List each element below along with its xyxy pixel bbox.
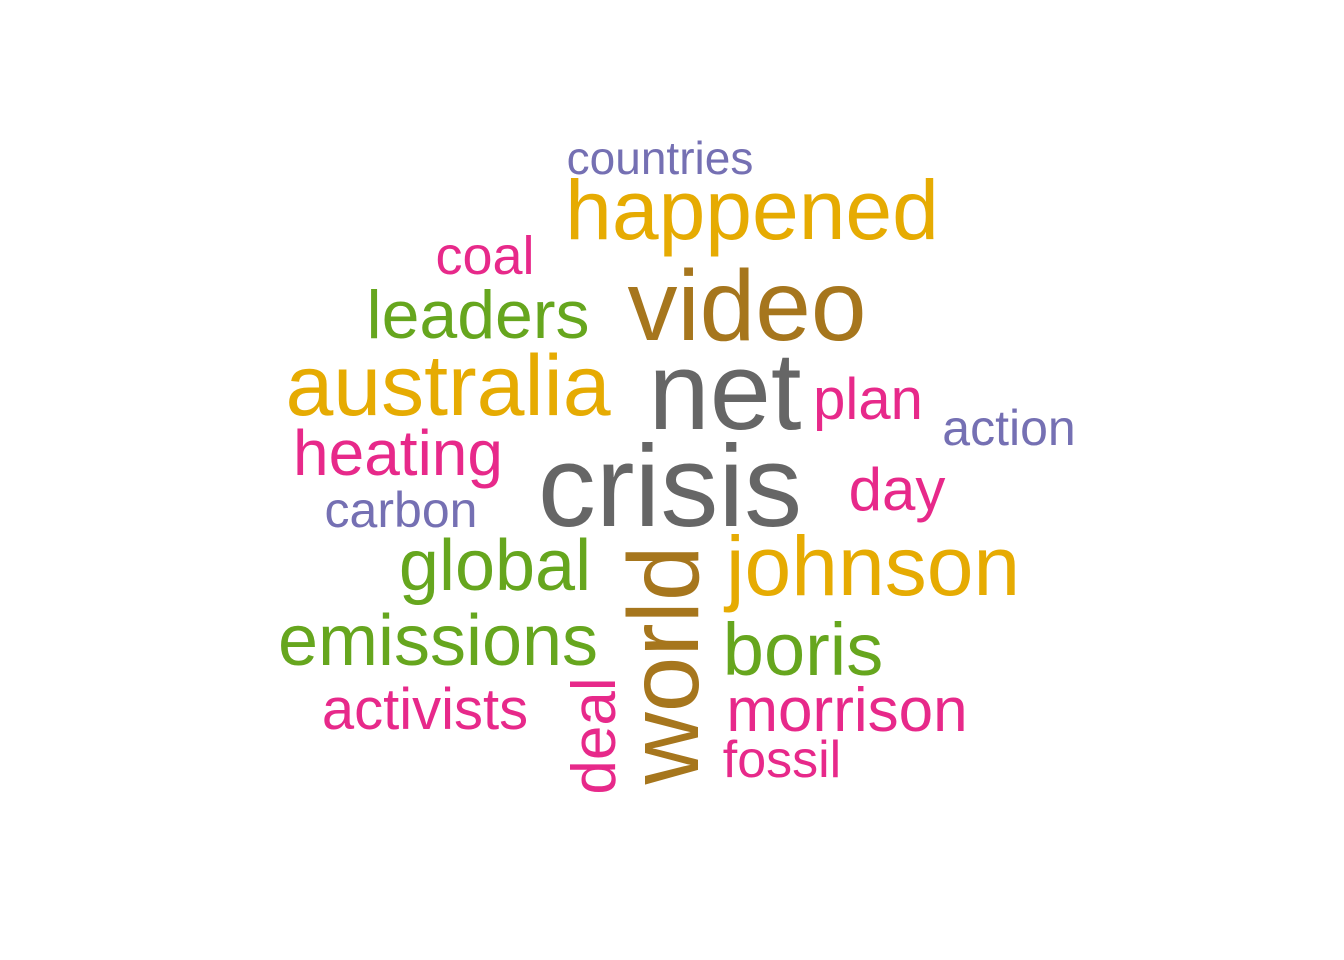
word-video: video	[627, 250, 867, 362]
word-happened: happened	[565, 163, 939, 257]
word-crisis: crisis	[537, 421, 803, 551]
word-fossil: fossil	[722, 731, 842, 789]
word-morrison: morrison	[726, 676, 968, 745]
word-activists: activists	[321, 677, 529, 742]
word-heating: heating	[293, 417, 503, 489]
word-plan: plan	[813, 367, 923, 432]
word-action: action	[942, 400, 1076, 456]
word-leaders: leaders	[366, 277, 590, 353]
word-world: world	[608, 545, 720, 785]
word-global: global	[398, 526, 592, 606]
word-countries: countries	[566, 132, 754, 184]
word-net: net	[648, 330, 802, 453]
word-emissions: emissions	[277, 601, 599, 681]
word-australia: australia	[285, 338, 611, 434]
word-boris: boris	[722, 608, 884, 691]
word-deal: deal	[560, 677, 629, 795]
word-coal: coal	[435, 226, 535, 286]
word-johnson: johnson	[725, 519, 1021, 613]
word-carbon: carbon	[324, 482, 478, 538]
word-day: day	[848, 456, 946, 523]
